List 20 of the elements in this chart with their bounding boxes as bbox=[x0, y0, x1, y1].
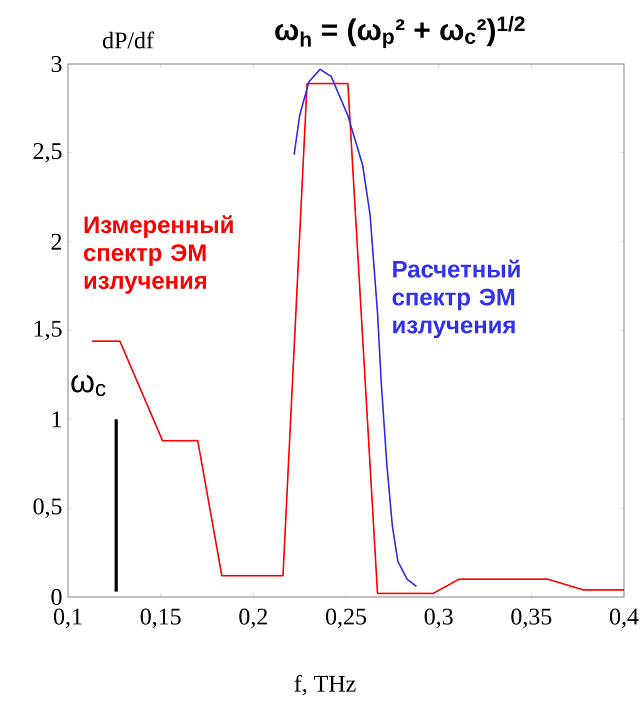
x-tick-label: 0,4 bbox=[610, 608, 639, 628]
x-tick-label: 0,2 bbox=[239, 608, 267, 628]
x-tick-label: 0,1 bbox=[54, 608, 82, 628]
x-tick-label: 0,25 bbox=[326, 608, 366, 628]
x-axis-title: f, THz bbox=[294, 674, 356, 696]
x-tick-label: 0,15 bbox=[140, 608, 181, 628]
x-tick-label: 0,35 bbox=[511, 608, 552, 628]
y-tick-label: 0,5 bbox=[34, 498, 62, 518]
y-tick-label: 1 bbox=[52, 411, 62, 428]
y-tick-label: 0 bbox=[51, 588, 62, 606]
y-tick-label: 2,5 bbox=[34, 143, 62, 163]
y-tick-label: 1,5 bbox=[34, 320, 62, 340]
series-label: ω$_{c}$ bbox=[71, 375, 106, 396]
y-tick-label: 2 bbox=[52, 234, 62, 250]
chart-title: ω$_{h}$ = (ω$_{p}$² + ω$_{c}$²)$^{1/2}$ bbox=[275, 16, 525, 48]
y-tick-label: 3 bbox=[52, 56, 62, 72]
text: Измеренный спектр ЭМ излучения bbox=[84, 215, 233, 294]
x-tick-label: 0,3 bbox=[424, 608, 453, 628]
series-label: Расчетный спектр ЭМ излучения bbox=[392, 260, 520, 338]
y-axis-title: dP/df bbox=[102, 31, 154, 49]
